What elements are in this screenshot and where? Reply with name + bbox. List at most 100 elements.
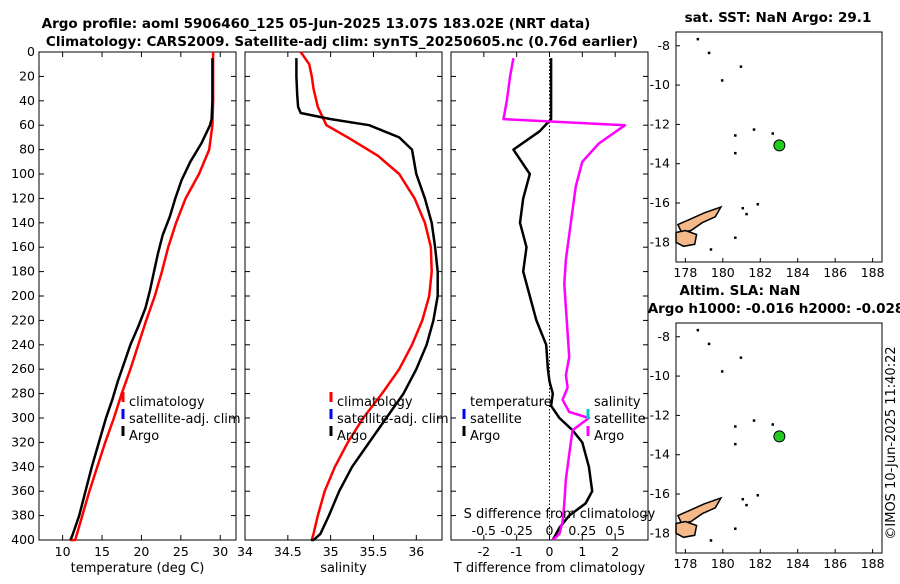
legend-label: Argo [337, 429, 367, 444]
map-x-tick-label: 188 [861, 556, 885, 571]
x-tick-label: 34 [237, 544, 253, 559]
map-y-tick-label: -16 [650, 486, 670, 501]
map-frame [675, 31, 883, 263]
map-y-tick-label: -14 [650, 447, 670, 462]
s-tick-label: -0.25 [500, 523, 532, 538]
small-island-mark [707, 342, 711, 346]
panel-temperature: 10 15 20 25 30020406080100120140160180200220… [11, 44, 240, 576]
map-x-tick-label: 184 [786, 556, 810, 571]
map-y-tick-label: -8 [658, 38, 671, 53]
y-tick-label: 40 [19, 93, 35, 108]
legend-label: salinity [594, 395, 641, 410]
map-x-tick-label: 182 [748, 265, 772, 280]
map-altimetry-map: 178 180 182 184 186 188 -8 -10 -12 -14 -16 -18 [650, 322, 885, 571]
map-y-tick-label: -12 [650, 407, 670, 422]
small-island-mark [739, 356, 743, 359]
small-island-mark [734, 134, 737, 137]
figure-title-line2: Climatology: CARS2009. Satellite-adj cli… [46, 34, 638, 50]
s-tick-label: 0 [546, 523, 554, 538]
map-y-tick-label: -18 [650, 525, 670, 540]
y-tick-label: 160 [11, 239, 35, 254]
y-tick-label: 60 [19, 117, 35, 132]
y-tick-label: 100 [11, 166, 35, 181]
x-axis-label: salinity [320, 561, 367, 576]
x-tick-label: 0 [546, 544, 554, 559]
x-tick-label: -1 [510, 544, 522, 559]
map-x-tick-label: 186 [823, 556, 847, 571]
legend-label: temperature [470, 395, 552, 410]
series-line-s-difference-argo [502, 57, 627, 541]
figure-title-line1: Argo profile: aoml 5906460_125 05-Jun-20… [42, 16, 591, 32]
series-line-t-difference-argo [512, 58, 594, 541]
x-axis-label: T difference from climatology [453, 561, 646, 576]
y-tick-label: 300 [11, 410, 35, 425]
small-island-mark [734, 151, 737, 155]
timestamp: ©IMOS 10-Jun-2025 11:40:22 [884, 346, 899, 539]
x-axis-label: temperature (deg C) [71, 561, 205, 576]
x-tick-label: 1 [578, 544, 586, 559]
s-tick-label: -0.5 [472, 523, 496, 538]
small-island-mark [696, 328, 700, 332]
series-line-argo [69, 58, 214, 541]
map-x-tick-label: 182 [748, 556, 772, 571]
legend-label: Argo [470, 429, 500, 444]
y-tick-label: 80 [19, 142, 35, 157]
x-tick-label: 20 [133, 544, 149, 559]
y-tick-label: 0 [27, 44, 35, 59]
map-y-tick-label: -10 [650, 77, 670, 92]
map-x-tick-label: 180 [711, 556, 735, 571]
small-island-mark [739, 65, 743, 68]
island-shape [675, 229, 698, 248]
small-island-mark [707, 51, 711, 55]
map-bottom-title1: Altim. SLA: NaN [680, 283, 801, 299]
legend-label: climatology [337, 395, 413, 410]
small-island-mark [745, 212, 748, 216]
legend-label: Argo [594, 429, 624, 444]
y-tick-label: 280 [11, 386, 35, 401]
small-island-mark [734, 442, 737, 446]
s-axis-label: S difference from climatology [464, 507, 656, 522]
y-tick-label: 380 [11, 508, 35, 523]
map-x-tick-label: 184 [786, 265, 810, 280]
y-tick-label: 400 [11, 532, 35, 547]
legend-label: satellite [470, 412, 522, 427]
x-tick-label: 35 [323, 544, 339, 559]
map-bottom-title2: Argo h1000: -0.016 h2000: -0.028 [648, 301, 900, 317]
small-island-mark [756, 203, 760, 206]
y-tick-label: 360 [11, 483, 35, 498]
map-y-tick-label: -14 [650, 156, 670, 171]
series-line-climatology [299, 51, 433, 541]
y-tick-label: 180 [11, 264, 35, 279]
panel-frame [244, 51, 443, 541]
series-line-argo [295, 58, 439, 542]
map-frame [675, 322, 883, 554]
x-tick-label: 30 [212, 544, 228, 559]
legend-label: satellite [594, 412, 646, 427]
panel-salinity: 34 34.5 35 35.5 36 salinity climatology satelli… [237, 51, 449, 576]
small-island-mark [734, 236, 737, 239]
y-tick-label: 340 [11, 459, 35, 474]
small-island-mark [756, 494, 760, 497]
legend-label: climatology [129, 395, 205, 410]
island-shape [676, 205, 723, 234]
argo-float-marker [773, 139, 786, 152]
x-tick-label: 35.5 [360, 544, 388, 559]
series-line-climatology [69, 52, 215, 542]
map-y-tick-label: -10 [650, 368, 670, 383]
map-top-title: sat. SST: NaN Argo: 29.1 [685, 10, 872, 26]
y-tick-label: 120 [11, 190, 35, 205]
legend-label: satellite-adj. clim [129, 412, 241, 427]
s-tick-label: 0.5 [605, 523, 625, 538]
map-y-tick-label: -16 [650, 195, 670, 210]
x-tick-label: 25 [173, 544, 189, 559]
x-tick-label: 10 [55, 544, 71, 559]
island-shape [676, 496, 723, 525]
x-tick-label: -2 [478, 544, 490, 559]
argo-float-marker [773, 430, 786, 443]
map-x-tick-label: 180 [711, 265, 735, 280]
y-tick-label: 140 [11, 215, 35, 230]
map-y-tick-label: -8 [658, 329, 671, 344]
map-x-tick-label: 178 [673, 265, 697, 280]
small-island-mark [771, 423, 775, 426]
